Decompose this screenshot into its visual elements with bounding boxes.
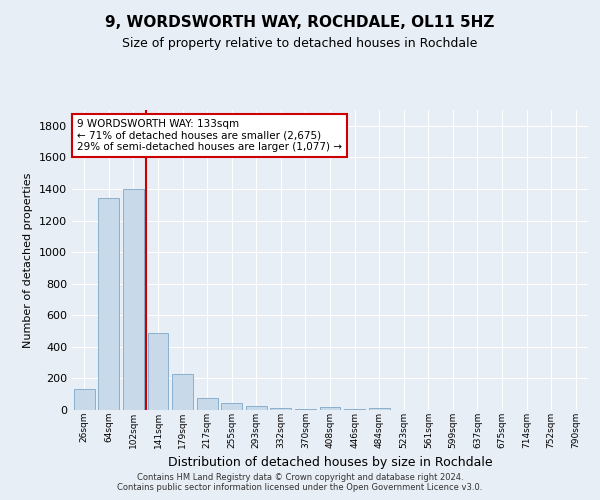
Bar: [295, 409, 316, 410]
Text: 9 WORDSWORTH WAY: 133sqm
← 71% of detached houses are smaller (2,675)
29% of sem: 9 WORDSWORTH WAY: 133sqm ← 71% of detach…: [77, 119, 342, 152]
Bar: [74, 388, 95, 410]
Bar: [368, 408, 389, 410]
Bar: [197, 398, 218, 410]
Text: Size of property relative to detached houses in Rochdale: Size of property relative to detached ho…: [122, 38, 478, 51]
Bar: [221, 403, 242, 410]
Y-axis label: Number of detached properties: Number of detached properties: [23, 172, 34, 348]
Text: Contains HM Land Registry data © Crown copyright and database right 2024.
Contai: Contains HM Land Registry data © Crown c…: [118, 473, 482, 492]
Bar: [148, 332, 169, 410]
Bar: [320, 407, 340, 410]
Bar: [344, 409, 365, 410]
Bar: [98, 198, 119, 410]
Bar: [172, 374, 193, 410]
Bar: [246, 406, 267, 410]
Bar: [123, 189, 144, 410]
Text: 9, WORDSWORTH WAY, ROCHDALE, OL11 5HZ: 9, WORDSWORTH WAY, ROCHDALE, OL11 5HZ: [106, 15, 494, 30]
Bar: [271, 408, 292, 410]
X-axis label: Distribution of detached houses by size in Rochdale: Distribution of detached houses by size …: [167, 456, 493, 469]
